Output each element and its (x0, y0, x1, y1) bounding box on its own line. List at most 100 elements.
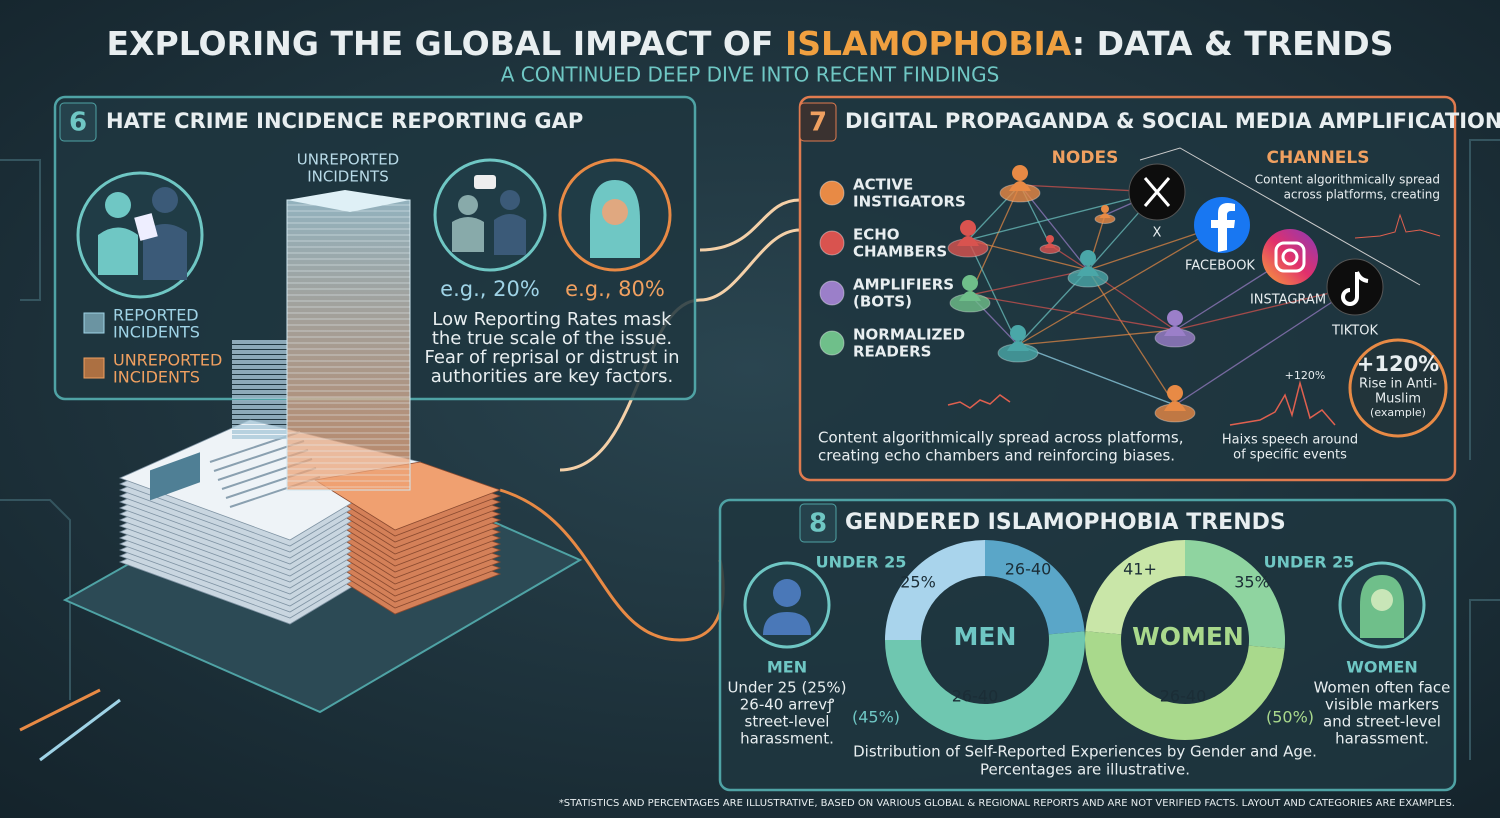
node-head (1012, 165, 1028, 181)
small-stack-sheet (232, 380, 287, 384)
decoration (19, 688, 101, 732)
small-stack-sheet (232, 350, 287, 354)
instagram-glyph (1281, 248, 1299, 266)
panel-number: 7 (809, 108, 827, 138)
spike-chart (947, 394, 1011, 409)
channel-label: INSTAGRAM (1250, 293, 1326, 308)
channel-note: across platforms, creating (1284, 188, 1440, 202)
node-body (1077, 266, 1099, 276)
mini-trend (1354, 213, 1441, 239)
icon-officer (500, 190, 520, 210)
panel-title: DIGITAL PROPAGANDA & SOCIAL MEDIA AMPLIF… (845, 109, 1500, 133)
description-line: authorities are key factors. (431, 366, 673, 387)
tower-label: INCIDENTS (307, 168, 388, 186)
legend-label: INCIDENTS (113, 368, 200, 387)
legend-swatch (83, 357, 105, 379)
network (947, 165, 1356, 423)
small-stack-sheet (232, 375, 287, 379)
small-stack-sheet (232, 385, 287, 389)
ring-segment (1085, 631, 1285, 740)
edge (969, 184, 1021, 296)
legend-label: AMPLIFIERS (853, 276, 954, 294)
small-stack-sheet (232, 400, 287, 404)
panel-number: 8 (809, 509, 827, 539)
legend-swatch (83, 312, 105, 334)
caption: Distribution of Self-Reported Experience… (853, 743, 1317, 761)
number-badge (59, 102, 97, 142)
instagram-glyph (1274, 241, 1306, 273)
bottom-pct: (50%) (1266, 708, 1314, 727)
title-part: : DATA & TRENDS (1072, 24, 1394, 63)
spike-caption: of specific events (1233, 448, 1347, 463)
small-stack-sheet (232, 410, 287, 414)
channel-label: TIKTOK (1331, 324, 1378, 339)
legend-label: UNREPORTED (113, 351, 222, 370)
node-head (1101, 205, 1109, 213)
decoration (1469, 139, 1500, 460)
legend-label: INCIDENTS (113, 323, 200, 342)
men-icon-head (773, 579, 801, 607)
node-body (959, 291, 981, 301)
caption: Content algorithmically spread across pl… (818, 429, 1183, 447)
stat: e.g., 20% (440, 277, 540, 301)
icon-officer (494, 214, 526, 255)
node-head (1167, 385, 1183, 401)
channel-note: Content algorithmically spread (1255, 173, 1440, 187)
icon-person (452, 217, 484, 252)
edge (1087, 269, 1176, 406)
stat: e.g., 80% (565, 277, 665, 301)
paper-stack-illustration (62, 190, 583, 714)
node-body (957, 236, 979, 246)
small-stack-sheet (232, 420, 287, 424)
edge (967, 239, 1089, 271)
icon-person (105, 192, 131, 218)
decoration (39, 698, 121, 762)
rise-text: (example) (1370, 406, 1426, 419)
decoration (699, 198, 801, 252)
small-stack-sheet (232, 435, 287, 439)
small-stack-sheet (232, 430, 287, 434)
small-stack-sheet (232, 340, 287, 344)
channel-label: X (1153, 226, 1162, 241)
node-body (1164, 401, 1186, 411)
gender-text: Under 25 (25%)26-40 arrevꝭstreet-levelha… (727, 679, 1450, 748)
legend-label: ECHO (853, 226, 900, 244)
instagram-logo (1262, 229, 1318, 285)
edge (1174, 286, 1356, 331)
donut-rings (885, 540, 1285, 740)
men-label: MEN (767, 658, 807, 677)
gender-text-line: harassment. (1335, 730, 1429, 748)
icon-officer (152, 187, 178, 213)
edge (967, 239, 1019, 346)
gender-text-line: street-level (745, 713, 830, 731)
small-stack-sheet (232, 405, 287, 409)
icon-person (458, 195, 478, 215)
panel-number: 6 (69, 108, 87, 138)
edge (967, 191, 1158, 241)
gender-text-line: and street-level (1323, 713, 1441, 731)
tower-top (287, 190, 410, 212)
title-part: EXPLORING THE GLOBAL IMPACT OF (107, 24, 785, 63)
small-stack-sheet (232, 415, 287, 419)
tower-label: UNREPORTED (297, 151, 399, 169)
panel-title: HATE CRIME INCIDENCE REPORTING GAP (106, 109, 583, 133)
rise-text: Rise in Anti- (1359, 377, 1437, 392)
node-body (1164, 326, 1186, 336)
small-stack-sheet (232, 345, 287, 349)
decoration (0, 499, 71, 700)
node-head (1046, 235, 1054, 243)
spike-caption: Haixs speech around (1222, 433, 1358, 448)
age-heading: UNDER 25 (1264, 553, 1355, 572)
panel-title: GENDERED ISLAMOPHOBIA TRENDS (845, 510, 1286, 535)
spike-label: +120% (1285, 369, 1326, 382)
edge (1017, 329, 1176, 346)
edge (1017, 224, 1223, 346)
gender-text-line: 26-40 arrevꝭ (740, 696, 835, 714)
icon-person (98, 227, 138, 275)
legend-label: READERS (853, 343, 931, 361)
segment-label: 35% (1234, 573, 1270, 592)
tower (286, 199, 411, 491)
nodes-heading: NODES (1052, 148, 1119, 168)
